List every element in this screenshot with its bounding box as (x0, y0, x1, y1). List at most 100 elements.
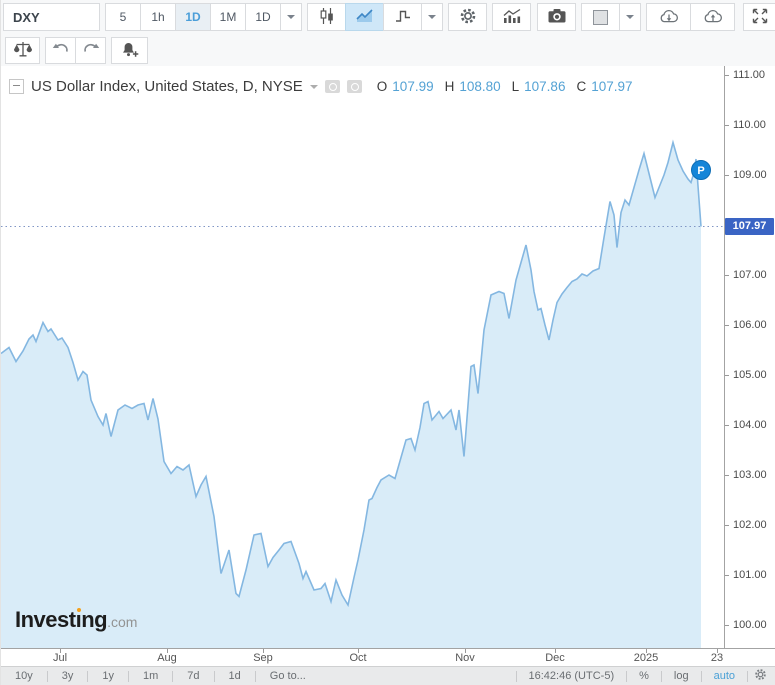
toolbar-right-cluster (537, 3, 775, 31)
price-axis-label: 102.00 (733, 519, 767, 531)
legend-dropdown-icon[interactable] (309, 84, 318, 89)
snapshot-button[interactable] (537, 3, 576, 31)
high-value: 108.80 (459, 79, 501, 94)
publisher-marker-label: P (697, 165, 704, 177)
price-axis-label: 101.00 (733, 569, 767, 581)
time-axis-tick (646, 649, 647, 653)
time-axis-label: Nov (455, 652, 475, 664)
price-axis[interactable]: 107.97 111.00 110.00 109.00 107.00 106.00 105… (724, 66, 775, 648)
indicators-button[interactable] (492, 3, 531, 31)
create-alert-button[interactable] (111, 37, 148, 64)
time-axis-tick (358, 649, 359, 653)
chart-pane[interactable]: P US Dollar Index, United States, D, NYS… (1, 66, 725, 649)
price-axis-tick (725, 575, 729, 576)
price-axis-label: 109.00 (733, 169, 767, 181)
symbol-input[interactable]: DXY (3, 3, 100, 31)
interval-1d-button[interactable]: 1D (245, 3, 281, 31)
time-axis-tick (60, 649, 61, 653)
drawing-toolbar-row (1, 35, 775, 66)
price-axis-label: 105.00 (733, 369, 767, 381)
camera-icon (547, 8, 567, 27)
percent-scale-button[interactable]: % (639, 670, 649, 682)
time-axis-label: 2025 (633, 652, 659, 664)
redo-arrow-icon (82, 41, 100, 60)
last-price-label: 107.97 (725, 218, 774, 235)
price-axis-tick (725, 375, 729, 376)
fullscreen-icon (752, 8, 768, 27)
price-axis-label: 100.00 (733, 619, 767, 631)
area-series-line (1, 139, 702, 608)
chart-title: US Dollar Index, United States, D, NYSE (31, 78, 303, 95)
investing-com-logo[interactable]: Investı ng.com (15, 607, 138, 632)
price-axis-label: 110.00 (733, 119, 766, 131)
area-chart-button[interactable] (345, 3, 384, 31)
main-toolbar-row: DXY 5 1h 1D 1M 1D (1, 0, 775, 35)
candlestick-chart-button[interactable] (307, 3, 346, 31)
time-axis-tick (465, 649, 466, 653)
scales-icon (13, 40, 33, 61)
compare-scales-button[interactable] (5, 37, 40, 64)
indicators-icon (502, 8, 522, 27)
range-7d-button[interactable]: 7d (187, 670, 200, 682)
price-axis-tick (725, 625, 729, 626)
time-axis-label: Oct (349, 652, 367, 664)
price-axis-label: 106.00 (733, 319, 767, 331)
range-1m-button[interactable]: 1m (143, 670, 159, 682)
log-scale-button[interactable]: log (673, 670, 689, 682)
logo-orange-dot (76, 608, 81, 612)
interval-1d-button-active[interactable]: 1D (175, 3, 211, 31)
price-axis-label: 111.00 (733, 69, 766, 81)
time-axis-label: Aug (157, 652, 177, 664)
interval-1h-button[interactable]: 1h (140, 3, 176, 31)
bottom-settings-button[interactable] (748, 668, 775, 684)
close-value: 107.97 (591, 79, 633, 94)
step-line-chart-button[interactable] (383, 3, 422, 31)
chart-legend: US Dollar Index, United States, D, NYSE … (9, 78, 639, 95)
gear-icon (459, 7, 477, 28)
interval-5-button[interactable]: 5 (105, 3, 141, 31)
settings-button[interactable] (448, 3, 487, 31)
time-axis-tick (717, 649, 718, 653)
auto-scale-button[interactable]: auto (713, 670, 735, 682)
bottom-toolbar: 10y 3y 1y 1m 7d 1d Go to... 16:42:46 (UT… (1, 666, 775, 685)
layout-dropdown-button[interactable] (619, 3, 641, 31)
undo-button[interactable] (45, 37, 76, 64)
redo-button[interactable] (75, 37, 106, 64)
bottom-toolbar-right: 16:42:46 (UTC-5) % log auto (515, 668, 775, 684)
go-to-button[interactable]: Go to... (269, 670, 306, 682)
chevron-down-icon (428, 15, 436, 19)
price-area-chart[interactable]: P (1, 66, 725, 649)
load-chart-button[interactable] (646, 3, 691, 31)
range-1y-button[interactable]: 1y (102, 670, 114, 682)
layout-button[interactable] (581, 3, 620, 31)
open-label: O (376, 79, 388, 94)
interval-dropdown-button[interactable] (280, 3, 302, 31)
ohlc-readout: O 107.99 H 108.80 L 107.86 C 107.97 (377, 79, 639, 94)
chevron-down-icon (626, 15, 634, 19)
low-label: L (511, 79, 520, 94)
layout-grid-icon (593, 9, 608, 25)
legend-settings-icon[interactable] (346, 80, 362, 93)
interval-1m-button[interactable]: 1M (210, 3, 246, 31)
range-3y-button[interactable]: 3y (61, 670, 74, 682)
chart-style-dropdown-button[interactable] (421, 3, 443, 31)
open-value: 107.99 (392, 79, 434, 94)
fullscreen-button[interactable] (743, 3, 775, 31)
chevron-down-icon (287, 15, 295, 19)
price-axis-label: 107.00 (733, 269, 767, 281)
time-axis[interactable]: Jul Aug Sep Oct Nov Dec 2025 23 (1, 648, 775, 667)
area-chart-icon (355, 8, 374, 27)
price-axis-label: 103.00 (733, 469, 767, 481)
collapse-legend-icon[interactable] (9, 79, 24, 94)
price-axis-tick (725, 275, 729, 276)
clock-readout[interactable]: 16:42:46 (UTC-5) (528, 670, 615, 682)
publisher-marker[interactable]: P (691, 160, 711, 180)
range-1d-button[interactable]: 1d (228, 670, 241, 682)
range-10y-button[interactable]: 10y (15, 670, 33, 682)
close-label: C (576, 79, 587, 94)
time-axis-label: Jul (52, 652, 68, 664)
legend-style-icon[interactable] (324, 80, 340, 93)
save-chart-button[interactable] (690, 3, 735, 31)
time-axis-label: 23 (710, 652, 724, 664)
